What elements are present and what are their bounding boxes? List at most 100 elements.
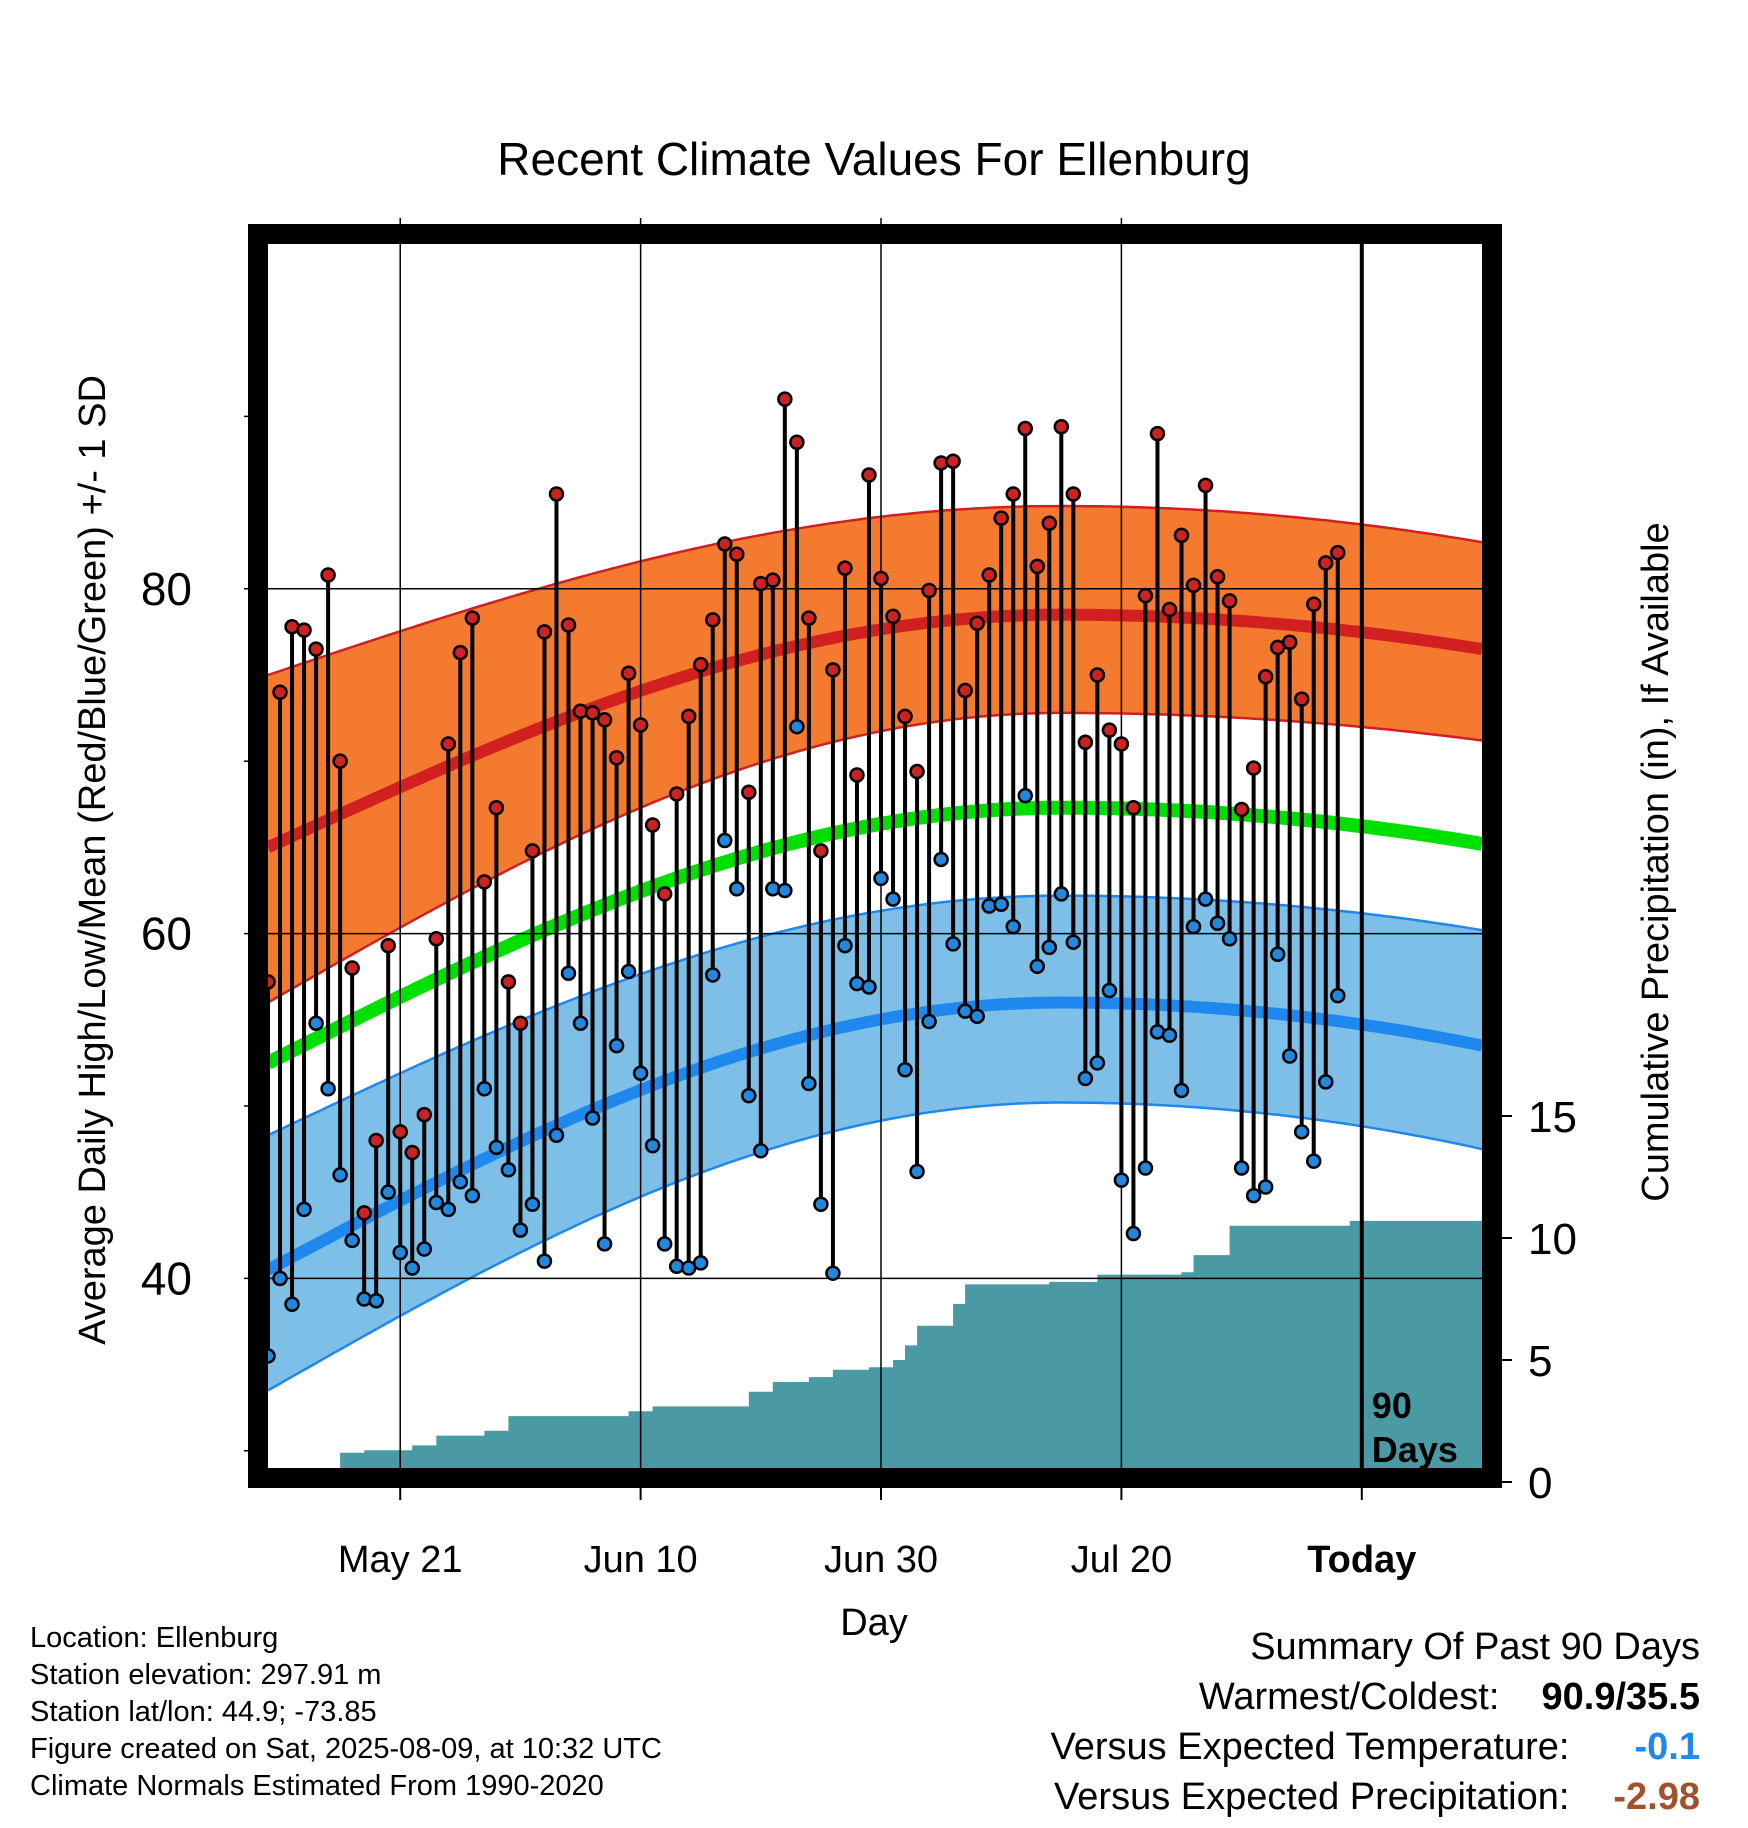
- daily-high-point: [536, 624, 553, 640]
- daily-low-point: [380, 1184, 396, 1200]
- daily-low-point: [644, 1137, 661, 1154]
- precipitation-area: [268, 1220, 1482, 1482]
- daily-low-point: [536, 1253, 553, 1269]
- daily-low-point: [909, 1163, 925, 1180]
- daily-low-point: [825, 1265, 841, 1281]
- daily-low-point: [1330, 987, 1346, 1004]
- daily-high-point: [500, 974, 517, 990]
- daily-low-point: [1101, 982, 1118, 999]
- daily-low-point: [969, 1008, 985, 1025]
- daily-high-point: [837, 560, 853, 576]
- daily-low-point: [717, 832, 733, 849]
- daily-high-point: [380, 937, 396, 954]
- daily-high-point: [1089, 667, 1106, 683]
- daily-high-point: [560, 617, 577, 633]
- low-normal-band: [268, 895, 1482, 1391]
- daily-high-point: [680, 708, 697, 725]
- daily-high-point: [825, 662, 841, 678]
- high-normal-band-lower-edge: [267, 711, 1483, 1004]
- y-axis-label: Average Daily High/Low/Mean (Red/Blue/Gr…: [72, 375, 114, 1345]
- location-text: Location: Ellenburg: [30, 1622, 279, 1654]
- daily-high-point: [1065, 486, 1082, 502]
- daily-low-point: [272, 1270, 288, 1287]
- daily-low-point: [729, 881, 745, 897]
- daily-low-point: [1173, 1082, 1190, 1099]
- daily-low-point: [476, 1080, 493, 1097]
- daily-low-point: [1281, 1048, 1298, 1064]
- daily-low-point: [1293, 1124, 1310, 1140]
- chart-title: Recent Climate Values For Ellenburg: [497, 133, 1250, 185]
- daily-high-point: [1281, 634, 1298, 650]
- daily-high-point: [692, 656, 709, 673]
- daily-low-point: [464, 1187, 481, 1204]
- daily-low-point: [885, 891, 901, 907]
- x-tick-label: Jun 10: [584, 1539, 698, 1581]
- daily-low-point: [608, 1037, 625, 1054]
- daily-high-point: [1233, 801, 1250, 818]
- y-tick-label: 40: [141, 1252, 192, 1304]
- latlon-text: Station lat/lon: 44.9; -73.85: [30, 1696, 377, 1728]
- daily-high-point: [1137, 587, 1154, 604]
- daily-high-point: [1245, 760, 1262, 776]
- daily-high-point: [1257, 668, 1274, 685]
- daily-high-point: [993, 510, 1009, 526]
- daily-high-point: [584, 705, 601, 721]
- daily-high-point: [524, 843, 541, 859]
- daily-high-point: [452, 644, 469, 661]
- daily-high-point: [813, 843, 829, 859]
- daily-high-point: [1053, 418, 1070, 435]
- today-days-label: 90: [1372, 1385, 1412, 1426]
- plot-frame: [248, 224, 1502, 1488]
- temp-value: -0.1: [1634, 1726, 1700, 1768]
- today-days-label: Days: [1372, 1429, 1458, 1470]
- daily-high-point: [1330, 544, 1346, 561]
- daily-high-point: [656, 886, 673, 902]
- daily-high-point: [272, 684, 288, 700]
- daily-low-point: [368, 1293, 384, 1309]
- daily-high-point: [777, 391, 793, 407]
- daily-high-point: [404, 1144, 420, 1161]
- daily-low-point: [296, 1201, 312, 1218]
- daily-low-point: [1053, 886, 1070, 902]
- daily-high-point: [596, 712, 613, 728]
- y-tick-label: 80: [141, 563, 192, 615]
- daily-low-point: [789, 718, 805, 735]
- daily-low-point: [1077, 1070, 1094, 1087]
- daily-low-point: [1137, 1160, 1154, 1176]
- daily-high-point: [1293, 691, 1310, 707]
- x-tick-label: Jun 30: [824, 1539, 938, 1581]
- x-tick-label: Jul 20: [1071, 1539, 1172, 1581]
- daily-high-point: [921, 582, 937, 599]
- daily-high-point: [308, 641, 324, 657]
- daily-high-point: [392, 1124, 408, 1140]
- daily-high-point: [1017, 420, 1033, 437]
- daily-low-point: [1089, 1055, 1106, 1071]
- daily-high-point: [632, 717, 649, 733]
- daily-high-point: [945, 453, 961, 469]
- y-tick-label: 60: [141, 908, 192, 960]
- daily-high-point: [765, 572, 781, 588]
- daily-low-point: [753, 1143, 769, 1159]
- daily-high-point: [717, 536, 733, 552]
- daily-low-point: [548, 1127, 565, 1144]
- daily-low-point: [1125, 1225, 1142, 1242]
- daily-high-point: [620, 665, 637, 682]
- y2-tick-label: 5: [1528, 1337, 1552, 1386]
- daily-low-point: [632, 1065, 649, 1081]
- daily-high-point: [476, 874, 493, 890]
- daily-high-point: [909, 763, 925, 780]
- daily-low-point: [1209, 915, 1226, 931]
- daily-high-point: [1317, 555, 1334, 571]
- daily-low-point: [440, 1201, 457, 1218]
- daily-low-point: [392, 1244, 408, 1261]
- daily-low-point: [332, 1167, 348, 1183]
- daily-high-point: [428, 930, 445, 947]
- temp-row: Versus Expected Temperature: -0.1: [1051, 1722, 1700, 1772]
- precip-value: -2.98: [1613, 1776, 1700, 1818]
- daily-high-point: [1125, 799, 1142, 816]
- daily-high-point: [1209, 568, 1226, 585]
- daily-high-point: [1305, 596, 1322, 613]
- warm-cold-label: Warmest/Coldest:: [1198, 1676, 1500, 1718]
- daily-high-point: [296, 622, 312, 638]
- daily-low-point: [704, 967, 721, 983]
